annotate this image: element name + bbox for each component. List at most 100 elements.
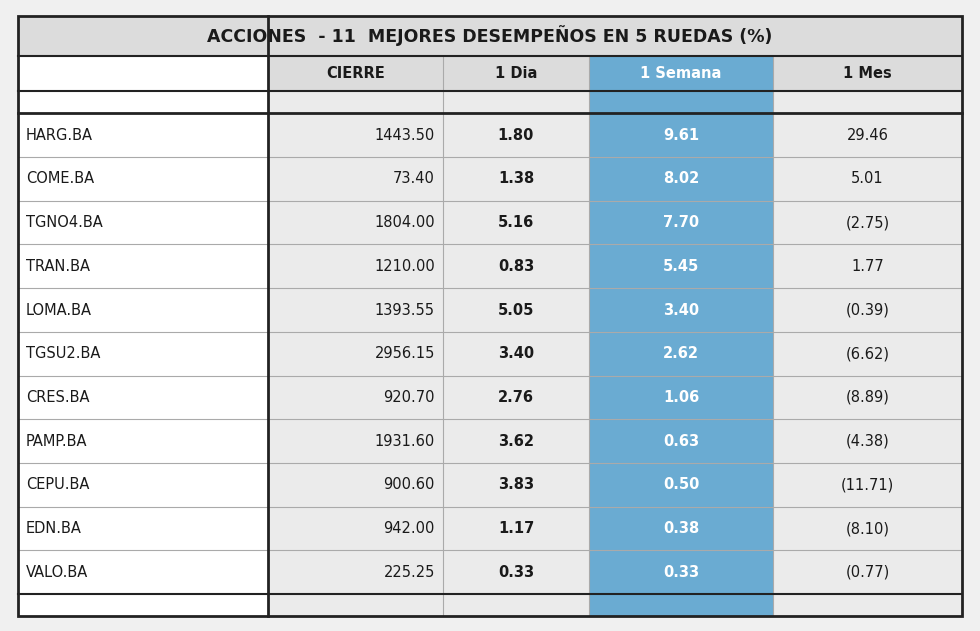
Text: 29.46: 29.46 [847,127,889,143]
Text: 2.62: 2.62 [663,346,699,362]
Text: 5.01: 5.01 [852,172,884,186]
Bar [773,157,962,201]
Bar [18,594,269,616]
Bar [443,201,589,244]
Bar [443,375,589,420]
Bar [589,56,773,91]
Bar [18,56,269,91]
Bar [773,463,962,507]
Bar [589,375,773,420]
Text: 1443.50: 1443.50 [374,127,435,143]
Bar [443,420,589,463]
Text: 1931.60: 1931.60 [374,433,435,449]
Bar [269,507,443,550]
Bar [773,594,962,616]
Text: 1.77: 1.77 [852,259,884,274]
Text: VALO.BA: VALO.BA [26,565,88,580]
Bar [773,288,962,332]
Text: 942.00: 942.00 [383,521,435,536]
Text: 1804.00: 1804.00 [374,215,435,230]
Text: 5.45: 5.45 [663,259,700,274]
Bar [18,16,962,56]
Text: (8.10): (8.10) [846,521,890,536]
Bar [443,244,589,288]
Text: (8.89): (8.89) [846,390,890,405]
Text: (4.38): (4.38) [846,433,890,449]
Text: 5.16: 5.16 [498,215,534,230]
Bar [589,420,773,463]
Bar [269,463,443,507]
Text: TGNO4.BA: TGNO4.BA [26,215,103,230]
Text: 1.38: 1.38 [498,172,534,186]
Text: 1 Dia: 1 Dia [495,66,537,81]
Bar [269,420,443,463]
Bar [443,507,589,550]
Text: 0.63: 0.63 [663,433,699,449]
Bar [18,420,269,463]
Text: CIERRE: CIERRE [326,66,385,81]
Text: 5.05: 5.05 [498,302,534,317]
Text: CRES.BA: CRES.BA [26,390,89,405]
Bar [773,332,962,375]
Bar [773,507,962,550]
Text: 1.17: 1.17 [498,521,534,536]
Bar [443,114,589,157]
Text: 2956.15: 2956.15 [374,346,435,362]
Text: 0.38: 0.38 [663,521,700,536]
Bar [589,507,773,550]
Bar [18,332,269,375]
Text: PAMP.BA: PAMP.BA [26,433,87,449]
Text: 1.06: 1.06 [663,390,700,405]
Bar [589,114,773,157]
Text: TRAN.BA: TRAN.BA [26,259,90,274]
Bar [269,157,443,201]
Text: EDN.BA: EDN.BA [26,521,82,536]
Text: 1210.00: 1210.00 [374,259,435,274]
Text: 3.40: 3.40 [663,302,699,317]
Bar [443,288,589,332]
Bar [18,244,269,288]
Text: ACCIONES  - 11  MEJORES DESEMPEÑOS EN 5 RUEDAS (%): ACCIONES - 11 MEJORES DESEMPEÑOS EN 5 RU… [208,25,772,46]
Bar [589,91,773,114]
Text: (0.39): (0.39) [846,302,890,317]
Bar [589,332,773,375]
Text: 7.70: 7.70 [663,215,699,230]
Bar [443,463,589,507]
Bar [269,114,443,157]
Bar [773,56,962,91]
Text: (6.62): (6.62) [846,346,890,362]
Bar [773,91,962,114]
Bar [269,375,443,420]
Bar [18,157,269,201]
Bar [443,332,589,375]
Bar [269,550,443,594]
Text: 1 Semana: 1 Semana [641,66,722,81]
Text: TGSU2.BA: TGSU2.BA [26,346,100,362]
Text: (0.77): (0.77) [846,565,890,580]
Text: 1 Mes: 1 Mes [843,66,892,81]
Text: 0.33: 0.33 [663,565,699,580]
Bar [269,332,443,375]
Text: 1393.55: 1393.55 [374,302,435,317]
Bar [18,114,269,157]
Text: (11.71): (11.71) [841,478,894,492]
Text: 1.80: 1.80 [498,127,534,143]
Bar [269,91,443,114]
Bar [269,201,443,244]
Bar [443,550,589,594]
Text: (2.75): (2.75) [846,215,890,230]
Text: 8.02: 8.02 [663,172,700,186]
Bar [18,463,269,507]
Bar [773,201,962,244]
Bar [589,201,773,244]
Bar [443,157,589,201]
Text: 225.25: 225.25 [383,565,435,580]
Bar [589,463,773,507]
Bar [18,550,269,594]
Bar [443,56,589,91]
Bar [773,550,962,594]
Bar [18,288,269,332]
Text: 3.40: 3.40 [498,346,534,362]
Text: CEPU.BA: CEPU.BA [26,478,89,492]
Bar [18,201,269,244]
